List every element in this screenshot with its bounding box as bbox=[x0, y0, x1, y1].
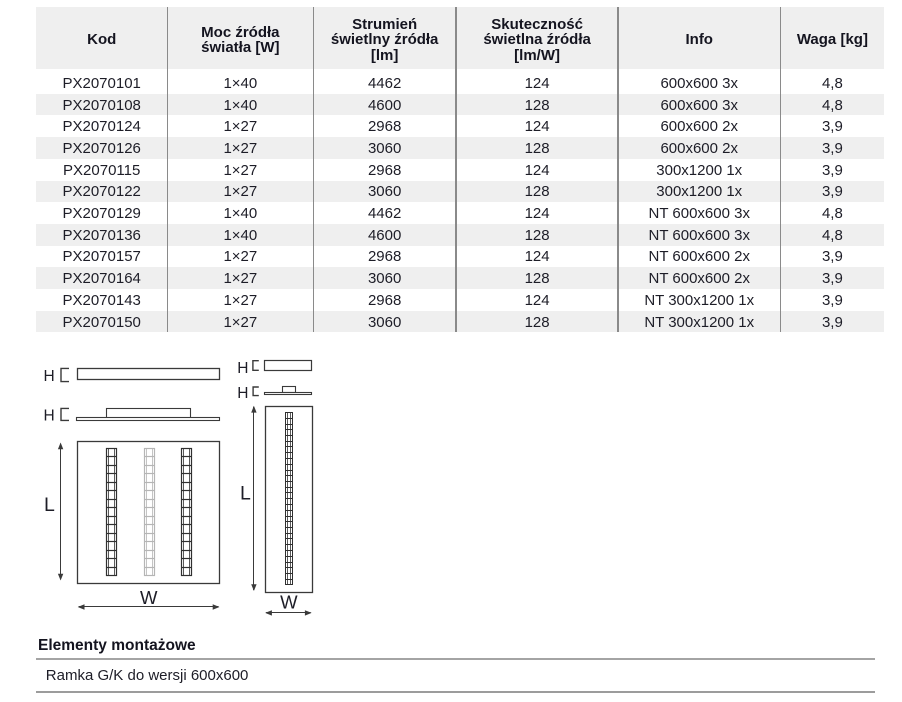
svg-text:H: H bbox=[237, 360, 248, 377]
svg-text:H: H bbox=[237, 385, 248, 402]
svg-text:H: H bbox=[44, 368, 55, 385]
svg-text:W: W bbox=[280, 592, 298, 613]
svg-text:W: W bbox=[140, 587, 158, 608]
svg-text:L: L bbox=[44, 494, 55, 516]
svg-text:L: L bbox=[240, 483, 251, 505]
svg-text:H: H bbox=[44, 407, 55, 424]
